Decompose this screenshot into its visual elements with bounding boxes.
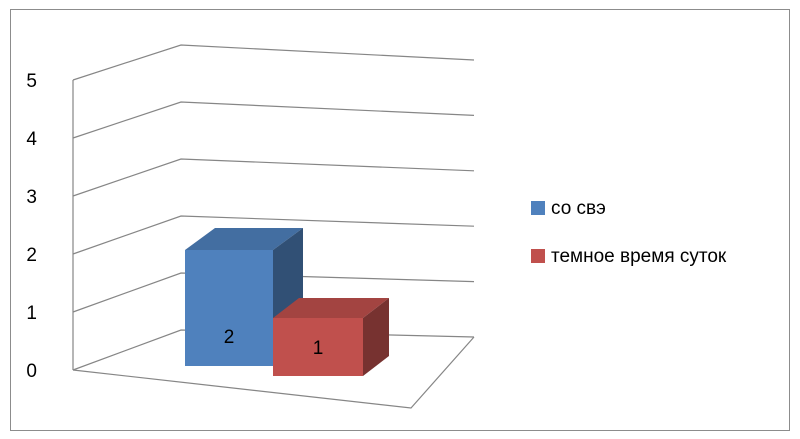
y-tick-label: 3 — [26, 187, 37, 208]
chart-frame: 0 1 2 3 4 5 2 1 со свэ темное время суток — [10, 9, 790, 431]
chart: 0 1 2 3 4 5 2 1 со свэ темное время суток — [26, 44, 727, 409]
gridline — [72, 44, 475, 81]
legend: со свэ темное время суток — [531, 198, 727, 267]
y-tick-label: 0 — [26, 361, 37, 382]
y-tick-label: 2 — [26, 245, 37, 266]
gridline — [72, 158, 475, 197]
data-label: 2 — [224, 327, 235, 348]
legend-label: со свэ — [551, 198, 606, 219]
bar-top-face — [185, 228, 303, 250]
gridline — [72, 101, 475, 139]
bar-front-face — [185, 250, 273, 366]
data-label: 1 — [313, 338, 324, 359]
floor-outline — [72, 336, 475, 409]
bar-side-face — [363, 298, 389, 376]
legend-swatch — [531, 249, 545, 263]
y-tick-label: 1 — [26, 303, 37, 324]
bar-2 — [273, 298, 389, 376]
legend-label: темное время суток — [551, 246, 727, 267]
bar-top-face — [273, 298, 389, 318]
gridline — [72, 215, 475, 255]
bar-front-face — [273, 318, 363, 376]
y-tick-label: 4 — [26, 129, 37, 150]
y-tick-label: 5 — [26, 71, 37, 92]
gridline — [72, 272, 475, 313]
legend-swatch — [531, 201, 545, 215]
